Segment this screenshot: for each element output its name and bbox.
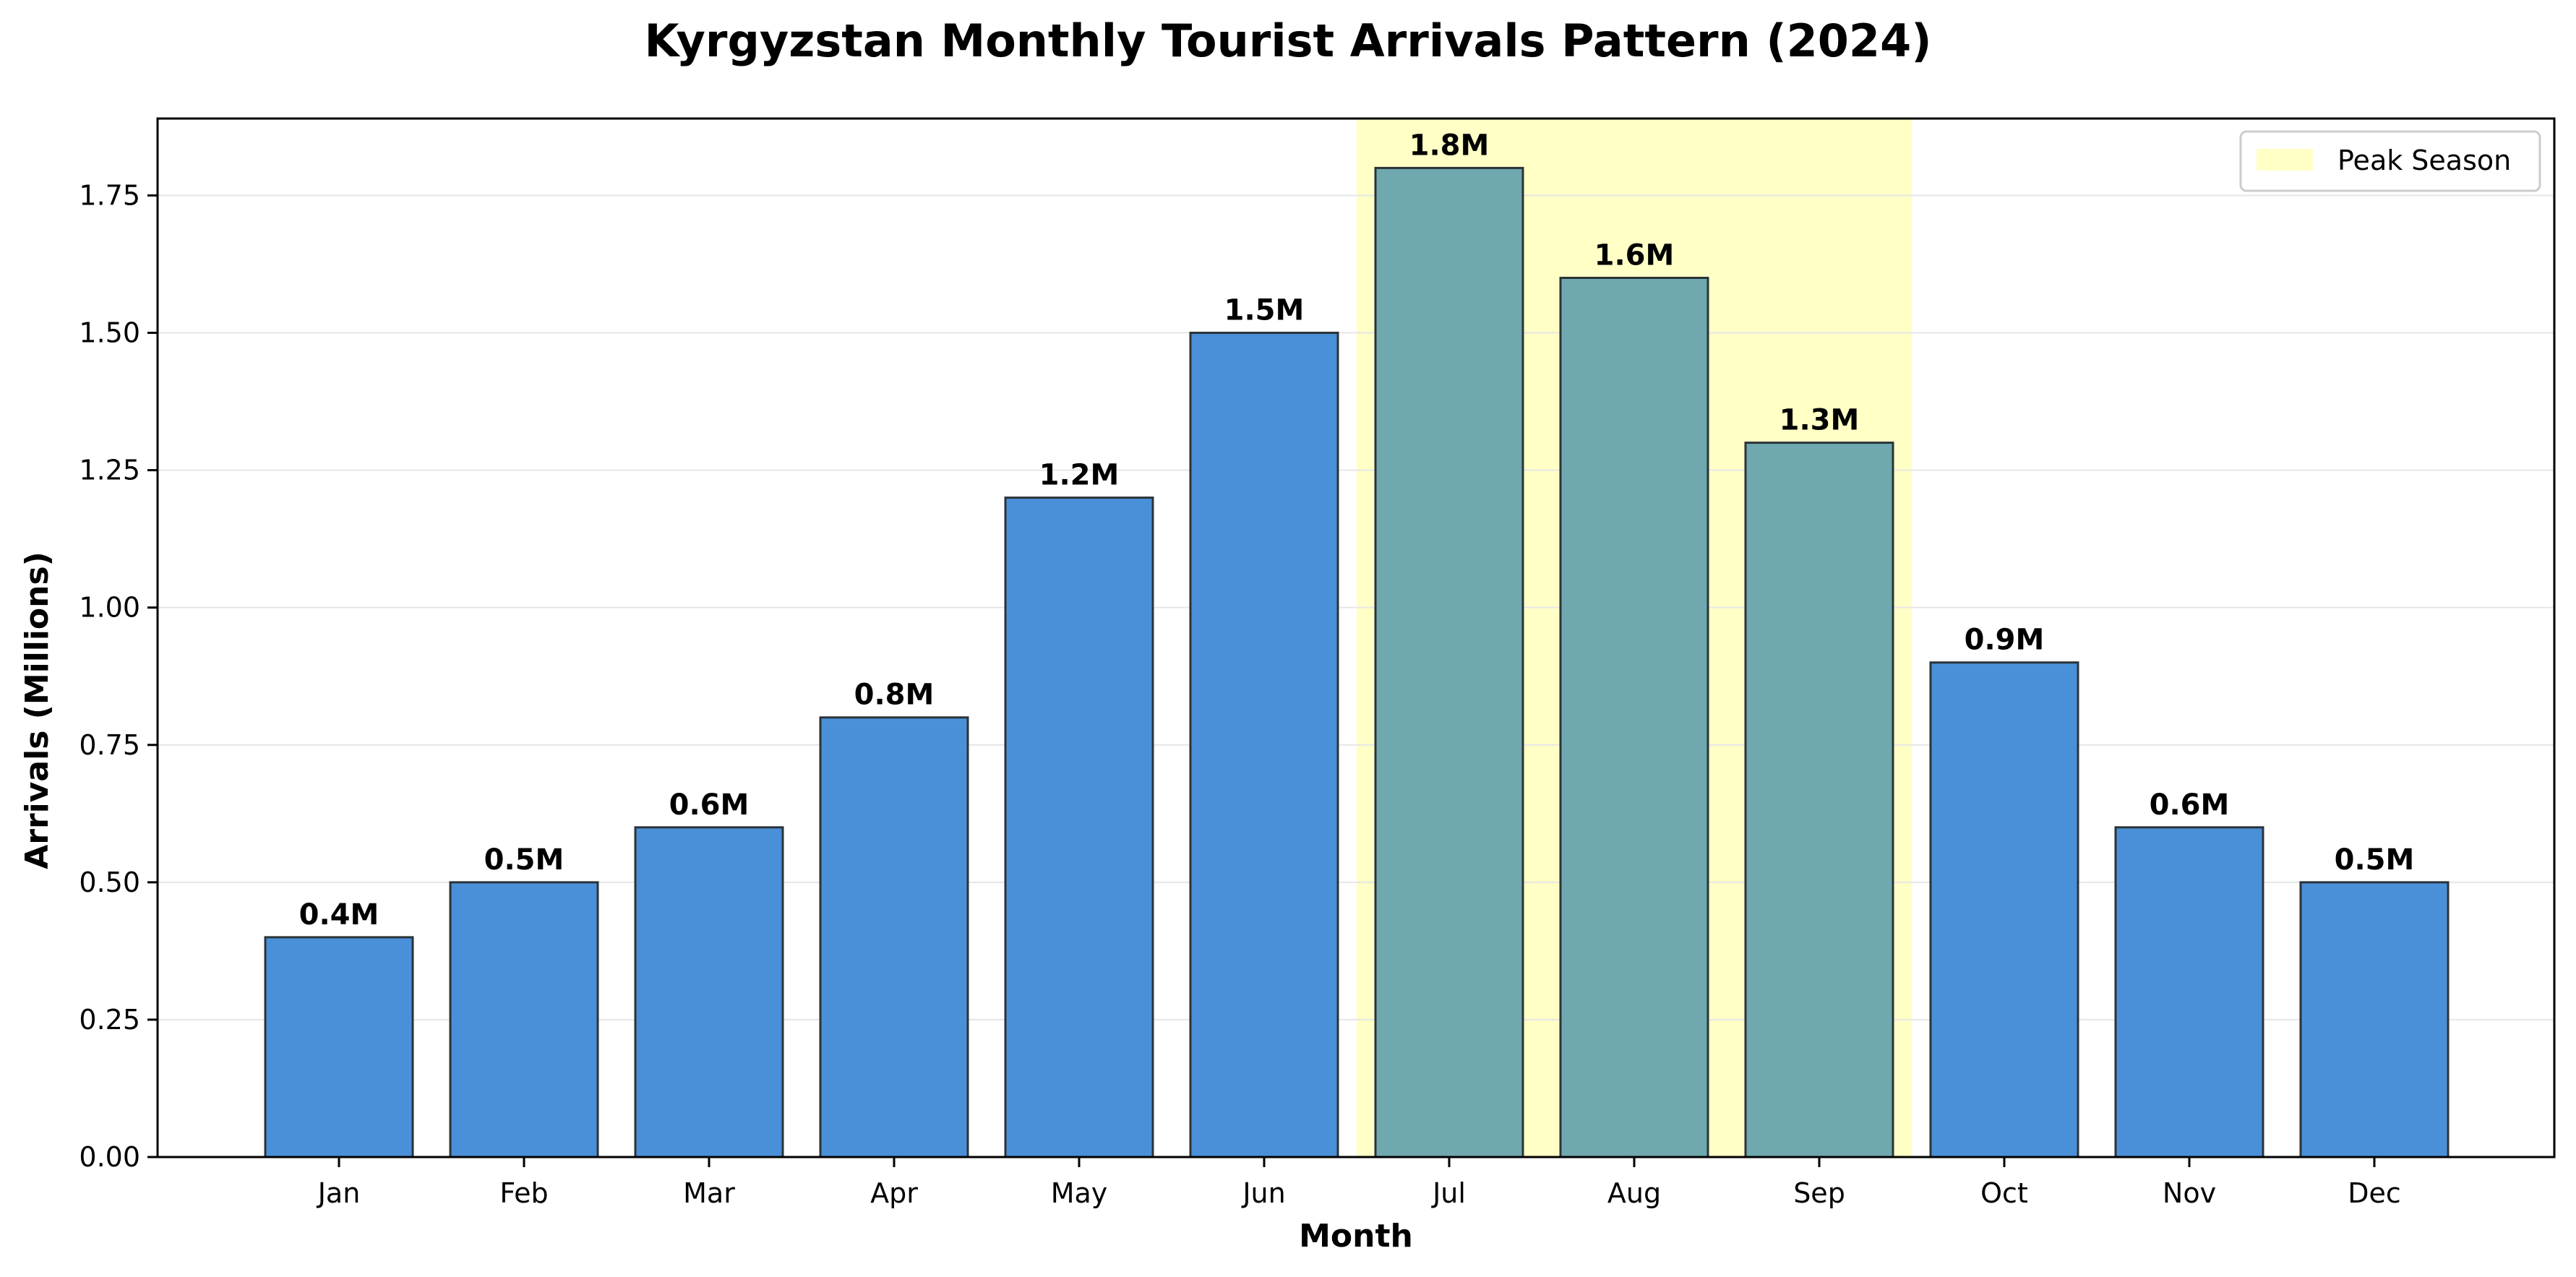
y-tick-label: 0.75 xyxy=(79,729,140,761)
bar-jun xyxy=(1189,332,1339,1158)
data-label-nov: 0.6M xyxy=(2150,788,2230,822)
data-label-oct: 0.9M xyxy=(1965,624,2045,657)
data-label-may: 1.2M xyxy=(1039,459,1120,492)
bar-nov xyxy=(2114,826,2264,1158)
y-axis-label: Arrivals (Millions) xyxy=(19,551,56,869)
y-axis-ticks: 0.00 0.25 0.50 0.75 1.00 1.25 1.50 1.75 xyxy=(79,179,158,1173)
x-tick-label-oct: Oct xyxy=(1980,1177,2028,1209)
y-tick-label: 1.25 xyxy=(79,455,140,486)
data-label-sep: 1.3M xyxy=(1779,404,1860,437)
bar-mar xyxy=(634,826,784,1158)
y-tick-label: 1.00 xyxy=(79,592,140,624)
legend: Peak Season xyxy=(2239,130,2541,192)
plot-frame xyxy=(156,117,2556,1158)
bar-apr xyxy=(819,716,969,1158)
legend-swatch-peak-season xyxy=(2257,149,2313,171)
x-tick-label-sep: Sep xyxy=(1793,1177,1845,1209)
bar-feb xyxy=(449,881,599,1158)
grid-lines xyxy=(158,194,2554,1158)
bar-sep xyxy=(1744,442,1894,1158)
y-tick-label: 0.00 xyxy=(79,1141,140,1173)
x-tick-label-jun: Jun xyxy=(1241,1177,1285,1209)
data-label-dec: 0.5M xyxy=(2335,843,2415,877)
x-tick-label-feb: Feb xyxy=(499,1177,548,1209)
x-tick-label-dec: Dec xyxy=(2348,1177,2401,1209)
y-tick-label: 1.75 xyxy=(79,179,140,211)
legend-box xyxy=(2239,130,2541,192)
bar-may xyxy=(1004,496,1154,1158)
bar-jul xyxy=(1374,166,1524,1158)
data-label-apr: 0.8M xyxy=(854,679,935,712)
x-tick-label-may: May xyxy=(1051,1177,1108,1209)
x-tick-label-mar: Mar xyxy=(683,1177,735,1209)
x-tick-label-jul: Jul xyxy=(1431,1177,1466,1209)
x-tick-label-aug: Aug xyxy=(1607,1177,1661,1209)
data-label-feb: 0.5M xyxy=(484,843,564,877)
y-tick-label: 0.50 xyxy=(79,867,140,898)
bars xyxy=(264,166,2450,1158)
data-labels: 0.4M 0.5M 0.6M 0.8M 1.2M 1.5M 1.8M 1.6M 1.3M 0.9M… xyxy=(299,129,2415,931)
bar-dec xyxy=(2299,881,2450,1158)
data-label-mar: 0.6M xyxy=(669,788,750,822)
x-axis-label: Month xyxy=(1299,1218,1413,1255)
bar-aug xyxy=(1559,276,1709,1158)
data-label-jan: 0.4M xyxy=(299,898,379,932)
bar-oct xyxy=(1929,661,2079,1158)
data-label-jun: 1.5M xyxy=(1224,294,1305,327)
x-tick-label-jan: Jan xyxy=(317,1177,361,1209)
bar-jan xyxy=(264,936,414,1158)
data-label-aug: 1.6M xyxy=(1594,238,1675,272)
x-axis-ticks: Jan Feb Mar Apr May Jun Jul Aug Sep Oct Nov Dec xyxy=(317,1157,2401,1209)
y-tick-label: 1.50 xyxy=(79,317,140,349)
legend-entry-peak-season: Peak Season xyxy=(2337,145,2511,176)
y-tick-label: 0.25 xyxy=(79,1004,140,1036)
x-tick-label-nov: Nov xyxy=(2163,1177,2216,1209)
x-tick-label-apr: Apr xyxy=(870,1177,918,1209)
chart-title: Kyrgyzstan Monthly Tourist Arrivals Patt… xyxy=(644,14,1931,67)
data-label-jul: 1.8M xyxy=(1409,129,1490,162)
